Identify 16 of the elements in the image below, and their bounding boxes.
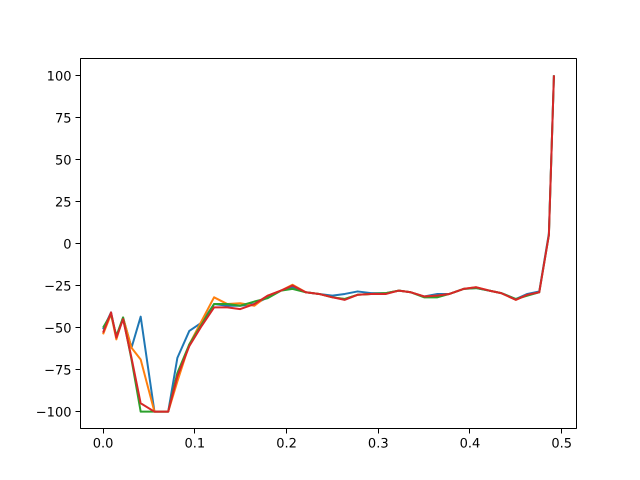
y-tick-label: 0 xyxy=(63,238,72,252)
x-tick-label: 0.3 xyxy=(368,436,389,452)
y-tick-label: 50 xyxy=(54,153,72,168)
x-tick-label: 0.2 xyxy=(276,436,297,452)
x-tick-label: 0.1 xyxy=(184,436,206,452)
y-tick-label: 25 xyxy=(54,195,72,210)
y-tick-label: −25 xyxy=(44,280,72,295)
y-tick-label: 100 xyxy=(46,69,72,84)
y-tick-label: −50 xyxy=(44,322,72,337)
x-tick-label: 0.5 xyxy=(551,436,572,452)
x-tick-label: 0.4 xyxy=(460,436,480,452)
y-tick-label: 75 xyxy=(54,111,72,126)
x-tick-label: 0.0 xyxy=(92,436,114,452)
y-tick-label: −75 xyxy=(44,364,72,379)
y-tick-label: −100 xyxy=(36,406,72,421)
line-series xyxy=(102,74,555,413)
